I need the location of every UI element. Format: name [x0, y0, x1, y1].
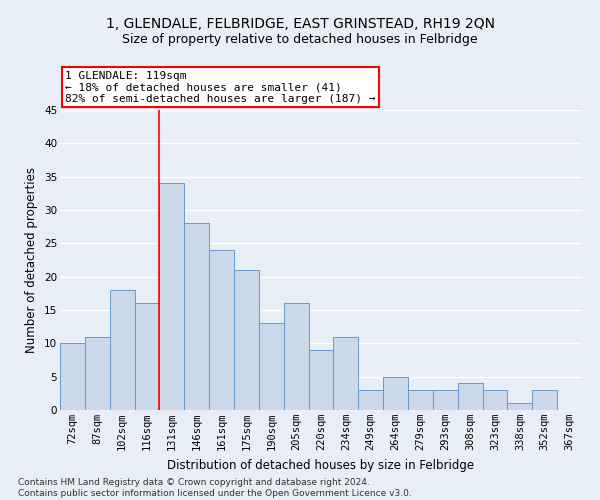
Bar [408, 390, 433, 410]
Bar [433, 390, 458, 410]
Bar [383, 376, 408, 410]
Bar [184, 224, 209, 410]
Bar [85, 336, 110, 410]
Bar [508, 404, 532, 410]
Bar [482, 390, 508, 410]
Y-axis label: Number of detached properties: Number of detached properties [25, 167, 38, 353]
Bar [334, 336, 358, 410]
Bar [259, 324, 284, 410]
Bar [284, 304, 308, 410]
Bar [358, 390, 383, 410]
Bar [60, 344, 85, 410]
Text: 1 GLENDALE: 119sqm
← 18% of detached houses are smaller (41)
82% of semi-detache: 1 GLENDALE: 119sqm ← 18% of detached hou… [65, 71, 376, 104]
Bar [134, 304, 160, 410]
Bar [110, 290, 134, 410]
Bar [532, 390, 557, 410]
Bar [308, 350, 334, 410]
Text: Contains HM Land Registry data © Crown copyright and database right 2024.
Contai: Contains HM Land Registry data © Crown c… [18, 478, 412, 498]
Bar [458, 384, 482, 410]
Bar [160, 184, 184, 410]
Text: Size of property relative to detached houses in Felbridge: Size of property relative to detached ho… [122, 32, 478, 46]
Bar [234, 270, 259, 410]
Bar [209, 250, 234, 410]
X-axis label: Distribution of detached houses by size in Felbridge: Distribution of detached houses by size … [167, 458, 475, 471]
Text: 1, GLENDALE, FELBRIDGE, EAST GRINSTEAD, RH19 2QN: 1, GLENDALE, FELBRIDGE, EAST GRINSTEAD, … [106, 18, 494, 32]
